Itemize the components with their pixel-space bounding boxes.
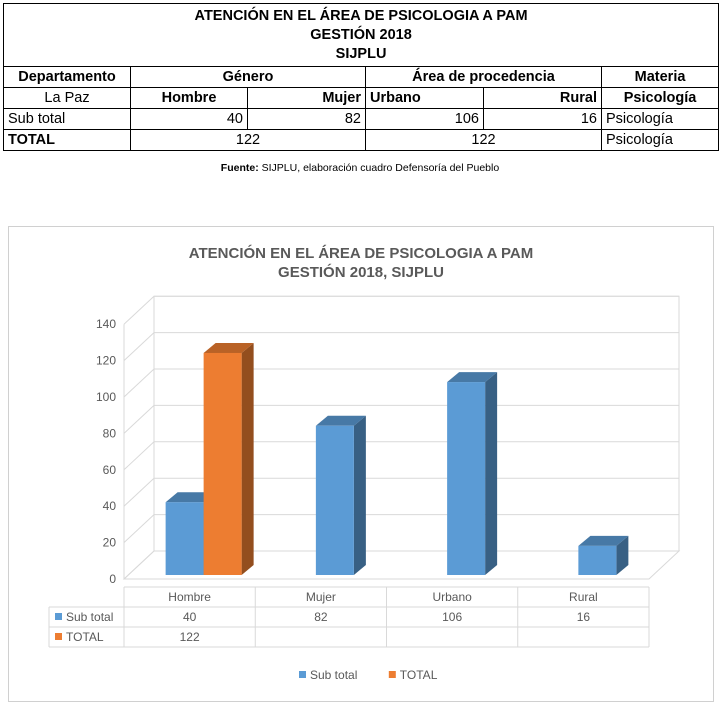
grid-diagonal xyxy=(123,368,155,398)
legend-key xyxy=(299,671,306,678)
bar-side xyxy=(616,535,629,575)
grid-diagonal xyxy=(123,477,155,507)
y-tick-label: 40 xyxy=(103,499,117,513)
cell-subtotal-urbano: 106 xyxy=(365,108,484,130)
bar-top xyxy=(203,342,254,353)
bar-side xyxy=(485,372,498,575)
table-title-line-2: GESTIÓN 2018 xyxy=(310,26,412,43)
table-header-row: Departamento Género Área de procedencia … xyxy=(3,66,720,88)
header-materia-sub: Psicología xyxy=(600,87,720,109)
data-value-label: 122 xyxy=(180,630,200,644)
y-tick-label: 60 xyxy=(103,463,117,477)
grid-diagonal xyxy=(123,550,155,580)
bar-sub-total-mujer xyxy=(315,425,354,575)
bar-top xyxy=(578,535,629,546)
bar-chart: ATENCIÓN EN EL ÁREA DE PSICOLOGIA A PAM … xyxy=(48,244,681,682)
summary-table: ATENCIÓN EN EL ÁREA DE PSICOLOGIA A PAM … xyxy=(2,3,720,151)
header-urbano: Urbano xyxy=(365,87,484,109)
cell-total-area: 122 xyxy=(365,129,602,151)
grid-diagonal xyxy=(123,332,155,361)
table-legend-key xyxy=(55,633,62,640)
legend-entry: Sub total xyxy=(310,668,357,682)
y-tick-label: 120 xyxy=(96,354,116,368)
y-tick-label: 140 xyxy=(96,317,116,331)
category-label: Urbano xyxy=(432,590,472,604)
legend-key xyxy=(388,671,396,678)
header-hombre: Hombre xyxy=(130,87,248,109)
table-title: ATENCIÓN EN EL ÁREA DE PSICOLOGIA A PAM … xyxy=(2,3,720,67)
legend-entry: TOTAL xyxy=(400,668,438,682)
grid-diagonal xyxy=(123,405,155,434)
chart-legend: Sub total TOTAL xyxy=(299,668,438,682)
data-value-label: 82 xyxy=(314,610,328,624)
header-rural: Rural xyxy=(483,87,602,109)
chart-title-line-2: GESTIÓN 2018, SIJPLU xyxy=(278,263,444,281)
source-note-text: SIJPLU, elaboración cuadro Defensoría de… xyxy=(258,162,500,174)
plot-area: 0 20 40 60 80 100 120 140 xyxy=(96,295,681,586)
bar-sub-total-urbano xyxy=(447,382,486,575)
y-tick-label: 0 xyxy=(109,572,116,586)
table-series-label: TOTAL xyxy=(66,630,104,644)
bar-side xyxy=(241,342,254,575)
table-subheader-row: La Paz Hombre Mujer Urbano Rural Psicolo… xyxy=(3,87,720,109)
grid-diagonal xyxy=(123,514,155,543)
grid-diagonal xyxy=(123,441,155,471)
header-area: Área de procedencia xyxy=(365,66,602,88)
table-row-total: TOTAL 122 122 Psicología xyxy=(3,129,720,151)
cell-total-label: TOTAL xyxy=(3,129,131,151)
cell-subtotal-mujer: 82 xyxy=(247,108,366,130)
source-note-label: Fuente: xyxy=(220,162,259,174)
chart-data-table: Hombre Mujer Urbano Rural Sub total 40 82 106 16… xyxy=(48,586,650,648)
source-note: Fuente: SIJPLU, elaboración cuadro Defen… xyxy=(0,162,720,174)
data-value-label: 106 xyxy=(442,610,462,624)
bar-top xyxy=(315,415,366,426)
cell-total-genero: 122 xyxy=(130,129,366,151)
bar-top xyxy=(447,372,498,383)
category-label: Mujer xyxy=(306,590,336,604)
header-materia: Materia xyxy=(600,66,720,88)
chart-frame: ATENCIÓN EN EL ÁREA DE PSICOLOGIA A PAM … xyxy=(8,226,714,702)
table-row-subtotal: Sub total 40 82 106 16 Psicología xyxy=(3,108,720,130)
y-tick-label: 20 xyxy=(103,536,117,550)
bar-side xyxy=(353,415,366,575)
data-value-label: 16 xyxy=(577,610,591,624)
cell-subtotal-label: Sub total xyxy=(3,108,131,130)
table-title-line-3: SIJPLU xyxy=(335,45,387,62)
bar-top xyxy=(165,492,216,503)
table-series-label: Sub total xyxy=(66,610,113,624)
header-genero: Género xyxy=(130,66,366,88)
header-mujer: Mujer xyxy=(247,87,366,109)
table-title-row: ATENCIÓN EN EL ÁREA DE PSICOLOGIA A PAM … xyxy=(2,3,720,67)
grid-diagonal xyxy=(123,295,155,325)
category-label: Hombre xyxy=(168,590,211,604)
header-departamento: Departamento xyxy=(3,66,131,88)
bar-sub-total-rural xyxy=(578,545,617,575)
cell-total-materia: Psicología xyxy=(600,129,720,151)
chart-title-line-1: ATENCIÓN EN EL ÁREA DE PSICOLOGIA A PAM xyxy=(189,244,533,262)
cell-subtotal-hombre: 40 xyxy=(130,108,248,130)
y-tick-label: 100 xyxy=(96,390,116,404)
cell-departamento: La Paz xyxy=(3,87,131,109)
y-tick-label: 80 xyxy=(103,426,117,440)
table-title-line-1: ATENCIÓN EN EL ÁREA DE PSICOLOGIA A PAM xyxy=(194,7,528,24)
bar-total-hombre xyxy=(203,352,242,575)
data-value-label: 40 xyxy=(183,610,197,624)
cell-subtotal-rural: 16 xyxy=(483,108,602,130)
category-label: Rural xyxy=(569,590,598,604)
table-legend-key xyxy=(55,613,62,620)
bar-sub-total-hombre xyxy=(165,502,204,575)
cell-subtotal-materia: Psicología xyxy=(600,108,720,130)
